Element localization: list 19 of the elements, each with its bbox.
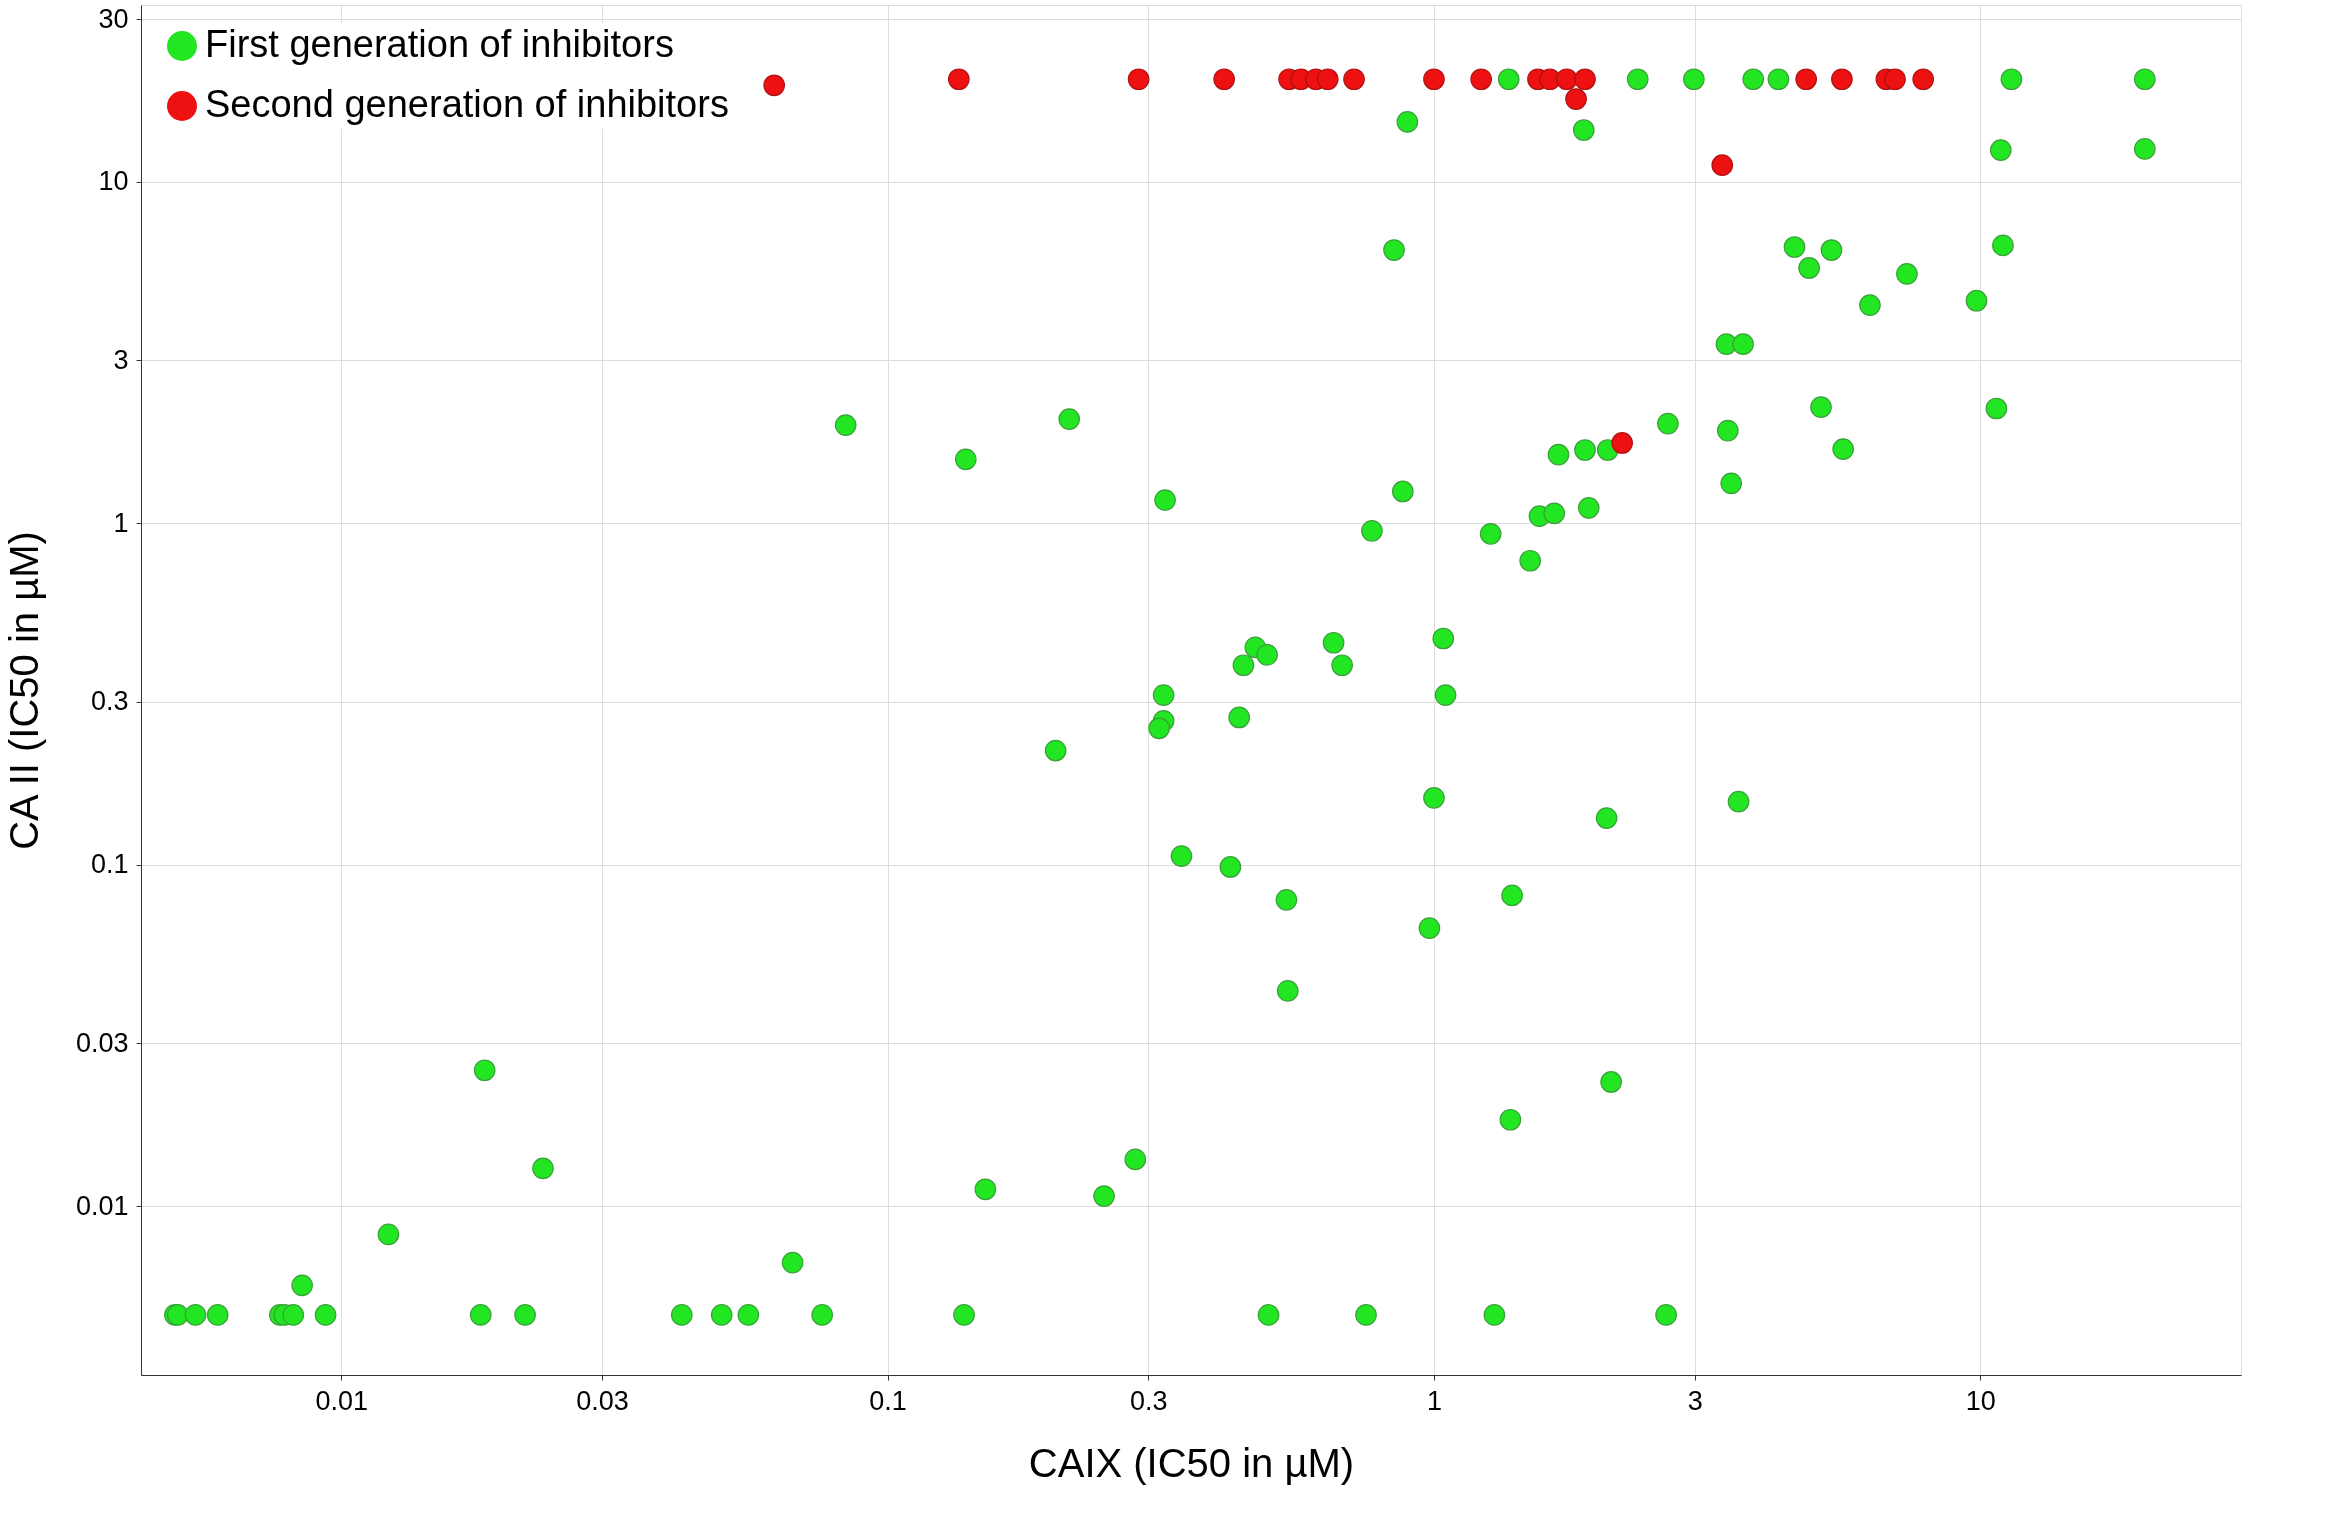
x-tick-label: 0.01: [315, 1385, 369, 1416]
x-axis-title: CAIX (IC50 in µM): [1028, 1440, 1355, 1485]
x-tick-label: 1: [1426, 1385, 1442, 1416]
legend-label: Second generation of inhibitors: [205, 83, 729, 125]
y-tick-label: 0.3: [90, 686, 129, 717]
y-tick-label: 1: [113, 507, 129, 538]
x-tick-label: 10: [1965, 1385, 1996, 1416]
y-tick-label: 3: [113, 344, 129, 375]
y-tick-label: 30: [98, 3, 129, 34]
y-tick-label: 0.01: [75, 1190, 129, 1221]
y-tick-label: 10: [98, 166, 129, 197]
y-axis-title: CA II (IC50 in µM): [1, 531, 46, 850]
x-tick-label: 0.03: [576, 1385, 629, 1416]
x-tick-label: 0.3: [1130, 1385, 1168, 1416]
y-tick-label: 0.03: [75, 1027, 129, 1058]
x-tick-label: 0.1: [869, 1385, 907, 1416]
legend-label: First generation of inhibitors: [205, 23, 674, 65]
x-tick-label: 3: [1687, 1385, 1703, 1416]
y-tick-label: 0.1: [90, 849, 129, 880]
